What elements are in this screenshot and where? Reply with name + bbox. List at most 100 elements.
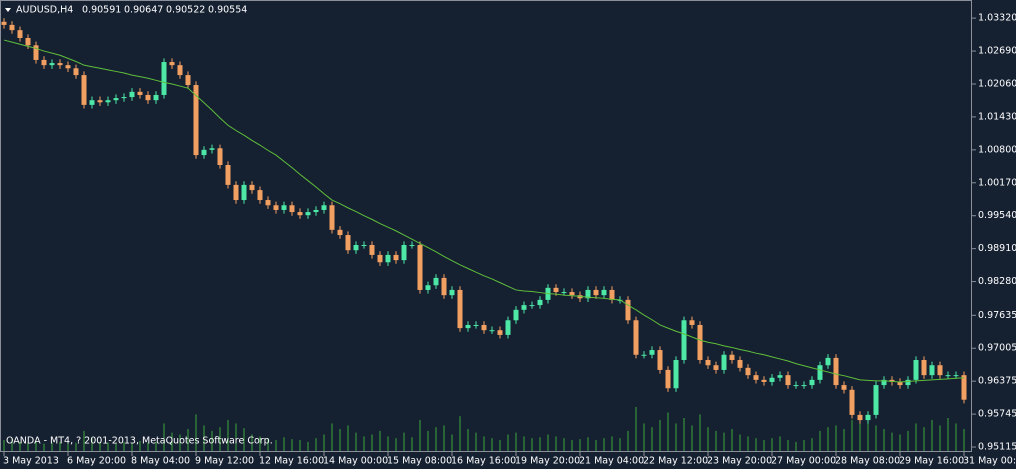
- candle-body: [537, 299, 543, 306]
- candle-body: [625, 299, 631, 321]
- candle-body: [113, 98, 119, 101]
- candle-body: [865, 414, 871, 421]
- x-tick-label: 22 May 12:00: [643, 456, 708, 467]
- y-tick-label: 0.97635: [978, 310, 1016, 321]
- candle-body: [961, 375, 967, 400]
- candle-body: [833, 357, 839, 386]
- candle-body: [465, 324, 471, 329]
- candle-body: [353, 244, 359, 251]
- candle-body: [777, 375, 783, 378]
- y-tick-label: 0.95745: [978, 409, 1016, 420]
- candle-body: [913, 359, 919, 380]
- candle-body: [457, 289, 463, 329]
- candle-body: [849, 389, 855, 415]
- x-tick-label: 21 May 04:00: [579, 456, 644, 467]
- x-tick-label: 14 May 00:00: [323, 456, 388, 467]
- candle-body: [417, 244, 423, 290]
- candle-body: [377, 254, 383, 263]
- candle-body: [449, 289, 455, 296]
- candle-body: [905, 379, 911, 386]
- candle-body: [17, 30, 23, 38]
- header-price: 0.90522: [166, 5, 205, 16]
- candle-body: [529, 305, 535, 307]
- x-tick-label: 15 May 08:00: [387, 456, 452, 467]
- candle-body: [473, 324, 479, 326]
- x-tick-label: 3 May 2013: [3, 456, 59, 467]
- watermark: OANDA - MT4, ? 2001-2013, MetaQuotes Sof…: [6, 436, 273, 447]
- candle-body: [265, 200, 271, 206]
- candle-body: [81, 75, 87, 105]
- candle-body: [729, 354, 735, 360]
- candle-body: [257, 190, 263, 201]
- candle-body: [929, 365, 935, 376]
- candle-body: [409, 244, 415, 246]
- candle-body: [177, 65, 183, 76]
- candle-body: [897, 381, 903, 386]
- candle-body: [673, 359, 679, 389]
- candle-body: [273, 205, 279, 210]
- y-tick-label: 0.98280: [978, 276, 1016, 287]
- candle-body: [105, 100, 111, 103]
- y-tick-label: 0.95115: [978, 442, 1016, 453]
- candle-body: [873, 385, 879, 415]
- header-price: 0.90591: [82, 5, 121, 16]
- candle-body: [857, 414, 863, 421]
- candle-body: [89, 100, 95, 105]
- candle-body: [841, 385, 847, 390]
- y-tick-label: 1.02060: [978, 78, 1016, 89]
- candle-body: [129, 91, 135, 98]
- plot-frame: [0, 0, 972, 452]
- candle-body: [401, 244, 407, 261]
- candle-body: [585, 289, 591, 299]
- candle-body: [249, 184, 255, 191]
- y-tick-label: 0.99540: [978, 210, 1016, 221]
- candle-body: [1, 21, 7, 25]
- candle-body: [289, 205, 295, 213]
- candle-body: [425, 285, 431, 290]
- candle-body: [825, 357, 831, 366]
- candle-body: [225, 165, 231, 185]
- candle-body: [137, 91, 143, 95]
- candle-body: [329, 205, 335, 230]
- candle-body: [761, 379, 767, 382]
- candle-body: [561, 292, 567, 294]
- candle-body: [705, 359, 711, 366]
- candle-body: [593, 289, 599, 296]
- candle-body: [233, 184, 239, 201]
- candle-body: [889, 379, 895, 382]
- candle-body: [385, 254, 391, 263]
- header-price: 0.90647: [124, 5, 163, 16]
- candle-body: [9, 24, 15, 31]
- y-tick-label: 0.97005: [978, 343, 1016, 354]
- plot: [1, 18, 967, 451]
- candle-body: [345, 235, 351, 251]
- x-tick-label: 8 May 04:00: [131, 456, 190, 467]
- candle-body: [577, 295, 583, 299]
- candle-body: [73, 68, 79, 76]
- candle-body: [313, 209, 319, 213]
- candle-body: [393, 254, 399, 261]
- candle-body: [497, 330, 503, 335]
- candle-body: [753, 375, 759, 380]
- candle-body: [193, 85, 199, 156]
- menu-arrow[interactable]: [5, 8, 11, 12]
- candle-body: [649, 350, 655, 355]
- candle-body: [201, 149, 207, 156]
- y-tick-label: 1.00800: [978, 144, 1016, 155]
- candle-body: [337, 229, 343, 236]
- y-tick-label: 0.96375: [978, 376, 1016, 387]
- candle-body: [817, 365, 823, 380]
- candle-body: [809, 379, 815, 386]
- candle-body: [553, 287, 559, 293]
- candle-body: [65, 65, 71, 69]
- candle-body: [881, 379, 887, 386]
- candle-body: [57, 63, 63, 66]
- x-tick-label: 23 May 20:00: [707, 456, 772, 467]
- chart-title: AUDUSD,H4: [16, 5, 73, 16]
- x-tick-label: 6 May 20:00: [67, 456, 126, 467]
- candle-body: [921, 359, 927, 376]
- candle-body: [41, 59, 47, 66]
